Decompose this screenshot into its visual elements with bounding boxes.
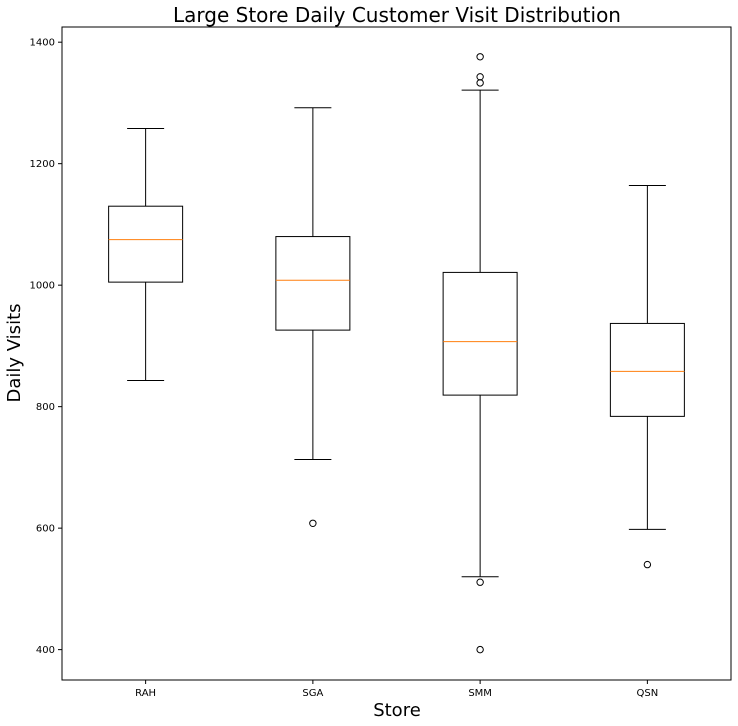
box-smm xyxy=(442,53,518,654)
box-rah xyxy=(108,127,184,382)
y-tick-label: 600 xyxy=(36,524,55,535)
x-tick-label: SMM xyxy=(468,688,492,699)
box-qsn xyxy=(609,185,685,569)
box-sga xyxy=(275,107,351,527)
outlier-point xyxy=(476,79,484,87)
x-tick-label: RAH xyxy=(135,688,156,699)
y-axis-label: Daily Visits xyxy=(4,304,25,403)
outlier-point xyxy=(476,578,484,586)
x-axis: RAH SGA SMM QSN xyxy=(135,680,658,699)
x-tick-label: SGA xyxy=(302,688,323,699)
x-tick-label: QSN xyxy=(637,688,659,699)
plot-area xyxy=(108,53,685,654)
y-tick-label: 400 xyxy=(36,645,55,656)
y-tick-label: 1000 xyxy=(30,281,55,292)
plot-frame xyxy=(61,26,732,681)
iqr-box xyxy=(108,205,184,283)
outlier-point xyxy=(476,645,484,654)
y-axis: 400 600 800 1000 1200 1400 xyxy=(30,38,62,656)
y-tick-label: 1200 xyxy=(30,159,55,170)
iqr-box xyxy=(275,236,351,331)
chart-title: Large Store Daily Customer Visit Distrib… xyxy=(173,3,621,27)
iqr-box xyxy=(609,322,685,417)
y-tick-label: 1400 xyxy=(30,38,55,49)
x-axis-label: Store xyxy=(373,700,421,721)
y-tick-label: 800 xyxy=(36,402,55,413)
iqr-box xyxy=(442,271,518,396)
outlier-point xyxy=(309,519,317,527)
outlier-point xyxy=(643,560,652,569)
outlier-point xyxy=(476,53,484,61)
